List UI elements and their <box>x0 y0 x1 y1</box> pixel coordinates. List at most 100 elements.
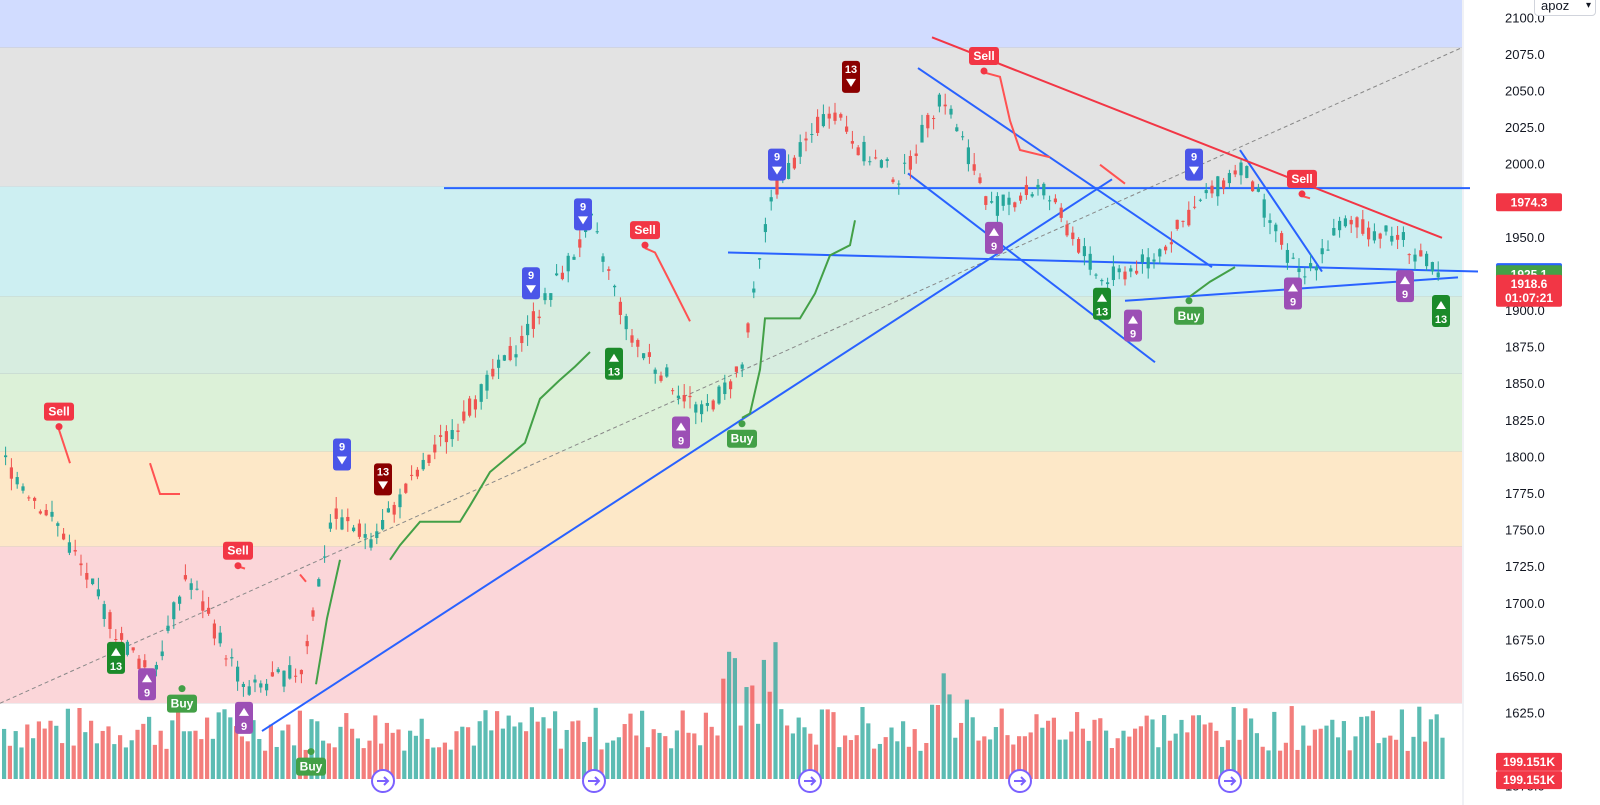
candle <box>531 311 535 329</box>
buy-sell-signals: Sell Sell Sell Sell Sell Buy Buy Buy Buy <box>44 46 1317 776</box>
volume-bar <box>889 727 894 779</box>
candle <box>1349 219 1353 225</box>
candle <box>1425 253 1429 267</box>
axis-tick-label: 2025.0 <box>1505 120 1545 135</box>
candle <box>526 323 530 336</box>
volume-bar <box>1388 735 1393 779</box>
candle <box>700 404 704 415</box>
volume-bar <box>222 709 227 779</box>
candle <box>1146 257 1150 269</box>
candle <box>775 177 779 195</box>
candle <box>804 138 808 141</box>
axis-tick-label: 1775.0 <box>1505 486 1545 501</box>
volume-bar <box>1191 715 1196 779</box>
td-marker-down9-14: 9 <box>1185 148 1203 181</box>
volume-bar <box>663 736 668 779</box>
candle <box>1071 232 1075 240</box>
triangle-up-icon <box>1128 315 1138 324</box>
td-sequential-markers: 13 9 9 9 13 9 9 13 9 9 13 9 13 9 9 9 9 13 <box>107 60 1450 734</box>
td-marker-down13-10: 13 <box>842 60 860 93</box>
signal-label: Sell <box>48 405 69 419</box>
price-badge-label: 1918.6 <box>1511 277 1548 291</box>
volume-bar <box>112 744 117 779</box>
candle <box>758 258 762 260</box>
td-marker-bg <box>605 347 623 380</box>
candle <box>386 508 390 513</box>
td-marker-up9-8: 9 <box>672 416 690 449</box>
candle <box>392 504 396 515</box>
price-badge-5: 199.151K <box>1496 771 1562 790</box>
candle <box>607 269 611 271</box>
candle <box>1204 190 1208 194</box>
volume-bar <box>872 748 877 779</box>
candle <box>497 359 501 368</box>
candle <box>346 516 350 522</box>
arrow-right-icon <box>804 776 817 786</box>
volume-bar <box>1075 712 1080 779</box>
signal-badge <box>1287 169 1317 188</box>
volume-bar <box>158 730 163 779</box>
candle <box>230 657 234 659</box>
volume-bar <box>396 729 401 779</box>
candle <box>1367 227 1371 240</box>
symbol-select[interactable]: apoz ▾ <box>1534 0 1596 16</box>
candle <box>1413 254 1417 262</box>
volume-bar <box>721 678 726 779</box>
volume-bar <box>326 743 331 779</box>
td-marker-down9-6: 9 <box>574 198 592 231</box>
axis-tick-label: 2000.0 <box>1505 157 1545 172</box>
volume-bar <box>1179 719 1184 779</box>
candle <box>1326 249 1330 251</box>
volume-bar <box>1382 737 1387 779</box>
candle <box>468 398 472 416</box>
volume-bar <box>964 699 969 779</box>
candle <box>1106 282 1110 285</box>
event-marker-4[interactable] <box>1218 769 1242 793</box>
event-marker-0[interactable] <box>371 769 395 793</box>
td-marker-bg <box>574 198 592 231</box>
candle <box>1227 173 1231 184</box>
candle <box>166 625 170 631</box>
candle <box>91 578 95 585</box>
volume-bar <box>367 740 372 779</box>
signal-dot <box>178 685 186 693</box>
candle <box>1088 253 1092 270</box>
volume-bar <box>216 712 221 779</box>
candle <box>1036 184 1040 189</box>
candle <box>792 157 796 169</box>
volume-bar <box>785 725 790 779</box>
candle <box>375 531 379 539</box>
candle <box>897 183 901 185</box>
volume-bar <box>732 658 737 779</box>
candle <box>572 256 576 260</box>
volume-bar <box>918 750 923 779</box>
volume-bar <box>1249 718 1254 779</box>
event-marker-3[interactable] <box>1008 769 1032 793</box>
td-marker-label: 9 <box>1191 152 1197 164</box>
candle <box>966 147 970 165</box>
candle <box>85 572 89 580</box>
candle <box>932 118 936 120</box>
volume-bar <box>558 748 563 779</box>
candle <box>456 430 460 432</box>
candle <box>433 444 437 453</box>
event-marker-2[interactable] <box>798 769 822 793</box>
candle <box>1129 268 1133 272</box>
candle <box>972 164 976 171</box>
candle <box>21 486 25 491</box>
candle <box>1210 185 1214 194</box>
volume-bar <box>773 642 778 779</box>
candle <box>850 141 854 144</box>
signal-badge <box>223 541 253 560</box>
volume-bar <box>1423 741 1428 779</box>
candle <box>270 672 274 677</box>
volume-bar <box>170 720 175 779</box>
candle <box>549 293 553 300</box>
candle <box>1268 220 1272 223</box>
candle <box>1396 234 1400 240</box>
td-marker-up9-15: 9 <box>1284 277 1302 310</box>
event-marker-1[interactable] <box>582 769 606 793</box>
candle <box>903 162 907 164</box>
volume-bar <box>1336 737 1341 779</box>
